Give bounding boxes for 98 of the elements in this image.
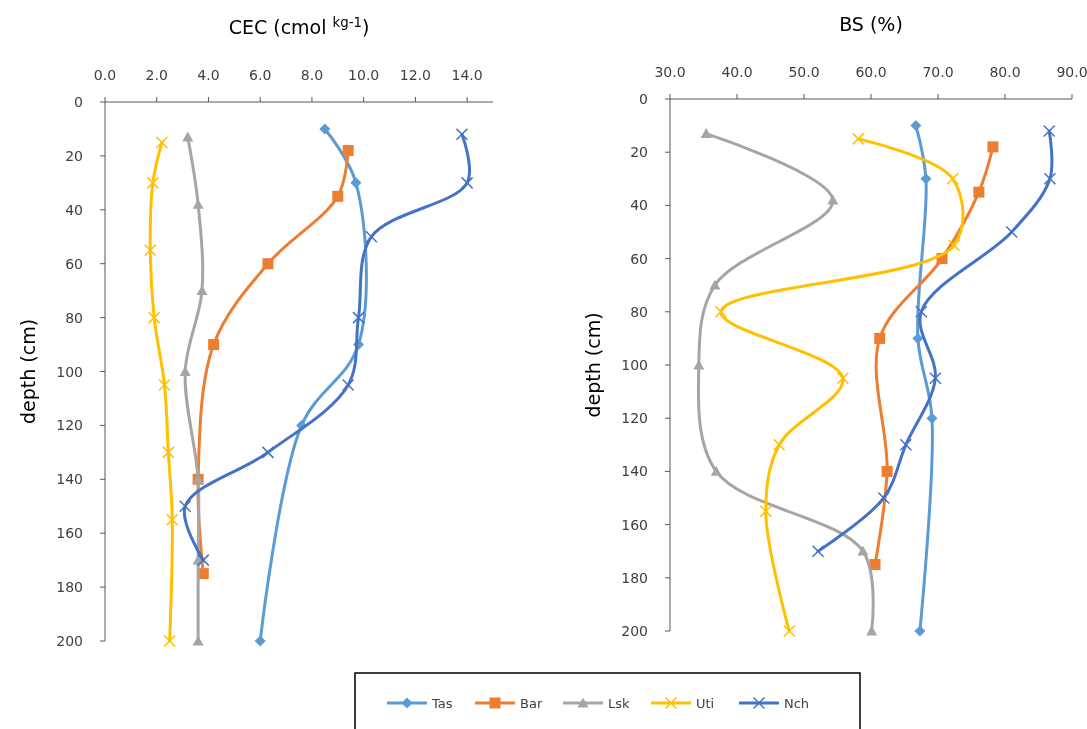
y-tick-label: 140 (621, 463, 648, 480)
legend-label: Lsk (608, 696, 631, 711)
point (877, 491, 890, 505)
y-axis-title: depth (cm) (17, 318, 39, 425)
y-tick-label: 0 (74, 94, 83, 110)
y-tick-label: 0 (639, 91, 648, 107)
y-tick-label: 120 (621, 410, 648, 427)
point (460, 176, 474, 190)
y-tick-label: 160 (621, 516, 648, 533)
point (915, 305, 928, 319)
point (714, 305, 728, 319)
x-tick-label: 60.0 (855, 64, 887, 80)
x-tick-label: 8.0 (300, 67, 324, 83)
point (857, 545, 869, 556)
point (197, 553, 210, 567)
point (365, 230, 378, 243)
x-tick-label: 4.0 (197, 67, 220, 83)
y-tick-label: 100 (621, 357, 648, 373)
chart-title: CEC (cmol $^{kg-1}$) (228, 14, 370, 38)
point (914, 625, 926, 637)
y-tick-label: 20 (65, 147, 83, 164)
point (852, 132, 865, 146)
point (455, 128, 469, 141)
y-tick-label: 60 (65, 255, 83, 272)
point (178, 500, 192, 513)
y-tick-label: 40 (630, 197, 648, 214)
y-tick-label: 200 (621, 623, 648, 639)
legend-label: Tas (431, 696, 453, 711)
y-tick-label: 180 (621, 569, 648, 586)
point (899, 438, 913, 452)
y-tick-label: 160 (56, 525, 83, 542)
point (929, 372, 942, 385)
point (772, 438, 786, 452)
x-tick-label: 0.0 (93, 67, 117, 83)
legend-label: Uti (696, 696, 715, 711)
point (254, 635, 266, 647)
point (1043, 172, 1057, 186)
point (987, 141, 999, 153)
point (155, 136, 169, 149)
x-tick-label: 70.0 (922, 64, 954, 80)
x-tick-label: 14.0 (451, 67, 483, 83)
x-tick-label: 6.0 (249, 67, 272, 83)
y-tick-label: 20 (630, 144, 648, 161)
point (759, 505, 773, 518)
point (869, 559, 881, 570)
point (341, 378, 355, 392)
point (700, 128, 712, 138)
point (342, 145, 354, 157)
y-tick-label: 180 (56, 579, 83, 596)
point (146, 176, 160, 190)
point (319, 123, 331, 135)
y-tick-label: 40 (65, 201, 83, 218)
x-tick-label: 30.0 (654, 64, 686, 80)
point (709, 279, 721, 290)
legend-label: Nch (784, 696, 810, 711)
point (783, 624, 796, 638)
point (811, 544, 825, 558)
y-tick-label: 80 (65, 309, 83, 326)
point (920, 173, 932, 185)
chart-title: BS (%) (839, 13, 903, 35)
y-tick-label: 60 (630, 250, 648, 267)
x-tick-label: 12.0 (399, 67, 431, 83)
y-tick-label: 100 (56, 363, 83, 380)
point (162, 446, 175, 459)
point (158, 378, 171, 392)
point (1042, 124, 1056, 138)
point (874, 332, 886, 344)
y-tick-label: 80 (630, 303, 648, 320)
point (710, 465, 722, 476)
point (163, 634, 176, 648)
point (332, 190, 344, 202)
y-axis-title: depth (cm) (582, 312, 604, 418)
point (262, 258, 274, 270)
point (182, 131, 194, 142)
point (1005, 225, 1018, 239)
x-tick-label: 80.0 (989, 64, 1021, 80)
point (910, 120, 922, 132)
x-tick-label: 50.0 (788, 64, 820, 80)
point (946, 172, 959, 186)
point (166, 513, 179, 526)
x-tick-label: 40.0 (721, 64, 753, 80)
x-tick-label: 10.0 (348, 67, 380, 83)
point (352, 311, 365, 324)
legend-label: Bar (520, 696, 543, 711)
point (827, 194, 839, 205)
point (350, 177, 362, 189)
point (261, 446, 275, 459)
x-tick-label: 90.0 (1056, 64, 1087, 80)
y-tick-label: 120 (56, 417, 83, 434)
point (147, 311, 161, 324)
y-tick-label: 140 (56, 471, 83, 488)
point (208, 339, 220, 351)
point (973, 186, 985, 198)
point (144, 243, 157, 257)
point (836, 372, 850, 385)
x-tick-label: 2.0 (145, 67, 168, 83)
y-tick-label: 200 (56, 633, 83, 649)
point (881, 465, 893, 477)
